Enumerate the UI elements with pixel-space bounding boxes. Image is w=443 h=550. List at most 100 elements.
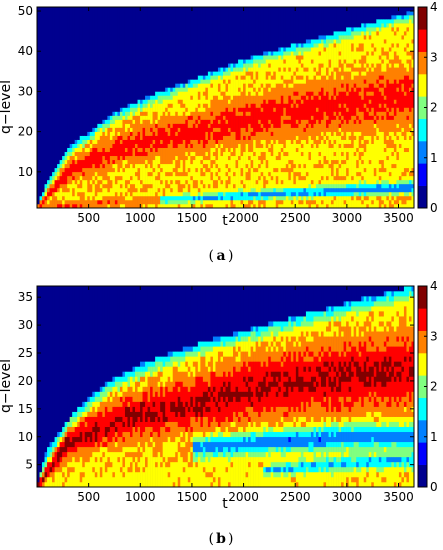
heatmap-cell: [142, 406, 146, 433]
heatmap-cell: [383, 426, 387, 433]
heatmap-cell: [273, 127, 277, 144]
heatmap-cell: [366, 87, 370, 92]
heatmap-cell: [177, 203, 181, 209]
heatmap-cell: [268, 143, 272, 148]
heatmap-cell: [185, 179, 189, 185]
heatmap-cell: [323, 183, 327, 189]
heatmap-cell: [381, 7, 385, 20]
heatmap-cell: [220, 147, 224, 157]
heatmap-cell: [187, 426, 191, 453]
heatmap-cell: [305, 311, 309, 322]
heatmap-cell: [313, 95, 317, 124]
heatmap-cell: [117, 135, 121, 161]
heatmap-cell: [411, 187, 415, 193]
heatmap-cell: [293, 426, 297, 433]
heatmap-cell: [298, 163, 302, 169]
heatmap-cell: [200, 7, 204, 76]
heatmap-cell: [185, 371, 189, 387]
heatmap-cell: [273, 167, 277, 173]
heatmap-cell: [172, 481, 176, 488]
heatmap-cell: [195, 441, 199, 453]
heatmap-cell: [160, 381, 163, 387]
heatmap-cell: [318, 421, 322, 428]
heatmap-cell: [79, 286, 83, 407]
heatmap-cell: [310, 199, 314, 205]
heatmap-cell: [74, 203, 78, 209]
heatmap-cell: [305, 43, 309, 48]
heatmap-cell: [190, 441, 194, 448]
heatmap-cell: [212, 199, 216, 209]
heatmap-cell: [165, 171, 168, 177]
heatmap-cell: [180, 356, 184, 362]
heatmap-cell: [190, 163, 194, 177]
heatmap-cell: [145, 361, 148, 372]
heatmap-cell: [175, 155, 179, 161]
heatmap-cell: [283, 456, 287, 463]
heatmap-cell: [353, 87, 357, 92]
heatmap-cell: [270, 321, 274, 327]
heatmap-cell: [228, 75, 231, 80]
heatmap-cell: [280, 366, 284, 407]
heatmap-cell: [265, 341, 269, 347]
heatmap-cell: [378, 19, 382, 28]
heatmap-cell: [202, 111, 206, 120]
heatmap-cell: [273, 326, 277, 337]
heatmap-cell: [300, 139, 304, 144]
heatmap-cell: [238, 191, 241, 201]
heatmap-cell: [172, 356, 176, 362]
heatmap-cell: [167, 471, 171, 478]
heatmap-cell: [383, 51, 387, 56]
heatmap-cell: [187, 356, 191, 367]
heatmap-cell: [305, 381, 309, 387]
heatmap-cell: [52, 7, 55, 173]
heatmap-cell: [265, 436, 269, 448]
heatmap-cell: [240, 175, 244, 181]
heatmap-cell: [351, 87, 354, 116]
heatmap-cell: [250, 341, 254, 347]
heatmap-cell: [265, 326, 269, 332]
heatmap-cell: [358, 396, 362, 417]
heatmap-cell: [162, 421, 166, 428]
heatmap-cell: [341, 316, 344, 327]
heatmap-cell: [205, 131, 209, 140]
heatmap-cell: [124, 147, 128, 153]
heatmap-cell: [358, 59, 362, 64]
heatmap-cell: [245, 386, 249, 392]
heatmap-cell: [200, 426, 204, 433]
heatmap-cell: [328, 131, 332, 140]
heatmap-cell: [127, 401, 131, 407]
heatmap-cell: [248, 191, 251, 197]
heatmap-cell: [202, 107, 206, 112]
heatmap-cell: [89, 456, 93, 488]
heatmap-cell: [122, 203, 126, 209]
heatmap-cell: [401, 195, 405, 205]
heatmap-cell: [328, 59, 332, 68]
heatmap-cell: [160, 143, 163, 148]
heatmap-cell: [255, 7, 259, 56]
heatmap-cell: [363, 103, 367, 108]
heatmap-cell: [238, 143, 241, 157]
heatmap-cell: [300, 83, 304, 96]
heatmap-cell: [142, 107, 146, 112]
heatmap-cell: [305, 51, 309, 68]
heatmap-cell: [386, 155, 390, 161]
heatmap-cell: [217, 406, 221, 412]
heatmap-cell: [341, 159, 344, 165]
heatmap-cell: [102, 119, 106, 124]
heatmap-cell: [235, 7, 239, 64]
heatmap-cell: [109, 421, 113, 428]
heatmap-cell: [250, 127, 254, 132]
heatmap-cell: [315, 381, 319, 387]
heatmap-cell: [147, 426, 151, 448]
heatmap-cell: [207, 461, 211, 473]
heatmap-cell: [160, 199, 163, 205]
heatmap-cell: [102, 451, 106, 458]
heatmap-cell: [366, 55, 370, 64]
heatmap-cell: [391, 15, 395, 20]
heatmap-cell: [225, 199, 229, 205]
heatmap-cell: [391, 306, 395, 317]
heatmap-cell: [72, 456, 75, 468]
heatmap-cell: [333, 159, 337, 165]
heatmap-cell: [220, 436, 224, 443]
heatmap-cell: [371, 416, 375, 422]
